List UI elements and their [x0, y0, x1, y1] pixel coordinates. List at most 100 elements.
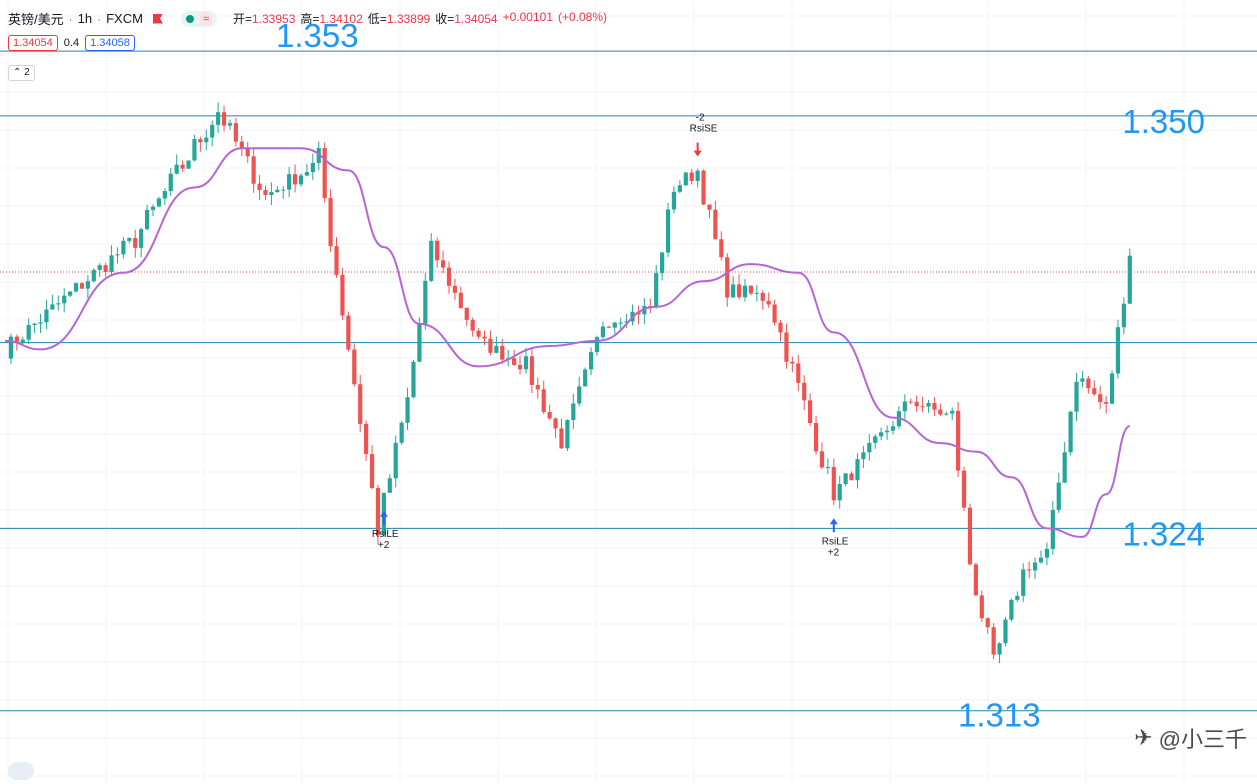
candle [677, 180, 682, 194]
candle-body [304, 172, 310, 176]
candle-body [452, 285, 458, 293]
candle [1032, 557, 1038, 580]
indicator-count: 2 [24, 67, 30, 78]
candle [624, 313, 629, 328]
candle-body [731, 284, 736, 298]
candle [227, 119, 233, 130]
candle-body [671, 191, 677, 210]
candle-body [488, 338, 493, 353]
candle [517, 355, 523, 375]
candle-body [233, 123, 238, 142]
market-open-icon [185, 14, 194, 23]
candle-body [139, 229, 144, 248]
candle [654, 264, 659, 309]
market-status-badges[interactable]: ≈ [180, 10, 217, 27]
indicator-collapse-button[interactable]: ⌃ 2 [8, 65, 35, 81]
candle-body [245, 148, 250, 157]
candle [529, 347, 534, 394]
candle [796, 355, 801, 392]
candle-body [535, 384, 540, 390]
candle [961, 466, 967, 512]
candle [985, 617, 990, 634]
candle [369, 445, 375, 490]
candle-body [1032, 562, 1038, 571]
ask-price-box[interactable]: 1.34058 [85, 35, 135, 51]
candle [618, 317, 623, 331]
candle [766, 292, 771, 308]
candle [281, 186, 286, 199]
low-value: 1.33899 [386, 12, 431, 26]
candle-body [950, 410, 955, 414]
candle [1109, 370, 1115, 405]
candle-body [1056, 482, 1061, 510]
candlestick-series [8, 102, 1132, 664]
candle [399, 421, 404, 445]
arrow-up-icon [379, 510, 388, 525]
high-label: 高= [300, 12, 320, 26]
candle [251, 148, 256, 193]
candle-body [44, 309, 49, 323]
candle-body [766, 300, 771, 305]
candle [423, 272, 428, 330]
candle [68, 291, 73, 298]
candle [908, 398, 913, 405]
candle [298, 173, 304, 187]
candle [725, 253, 730, 307]
symbol-name[interactable]: 英镑/美元 [8, 12, 64, 27]
candle [44, 300, 49, 330]
candle-body [180, 164, 185, 169]
candle [1115, 319, 1121, 379]
candle-body [772, 304, 777, 323]
candle-body [961, 470, 967, 508]
candle-body [375, 487, 381, 535]
candle [162, 188, 167, 206]
candle [760, 290, 765, 310]
horizontal-levels [0, 50, 1257, 712]
candle-body [571, 403, 576, 421]
candle [405, 387, 410, 430]
candle-body [328, 198, 333, 247]
candle [541, 380, 546, 415]
candle-body [358, 384, 363, 424]
candle [577, 376, 582, 407]
candle-body [257, 183, 262, 190]
candle [38, 313, 43, 333]
candle [1104, 396, 1109, 414]
candle [512, 349, 517, 367]
candle [950, 407, 955, 421]
candle [210, 120, 215, 147]
candle-body [991, 627, 996, 655]
signal-long: RsiLE+2 [372, 510, 399, 551]
candle [452, 278, 458, 301]
candle [121, 236, 126, 259]
candle-body [612, 322, 617, 328]
bid-price-box[interactable]: 1.34054 [8, 35, 58, 51]
candle-body [298, 175, 304, 185]
candle [50, 294, 55, 310]
candle-body [393, 442, 398, 479]
candle-body [292, 174, 298, 185]
interval-label[interactable]: 1h [77, 11, 93, 26]
candle-body [565, 420, 570, 449]
arrow-down-icon [693, 142, 702, 157]
candle-body [221, 112, 227, 126]
candle-body [890, 426, 896, 431]
candle-body [79, 283, 85, 289]
candle-body [103, 265, 108, 272]
candle-body [754, 292, 759, 294]
change-percent: (+0.08%) [558, 10, 608, 24]
candle-body [346, 315, 351, 350]
candle-body [689, 172, 694, 181]
flag-icon[interactable] [152, 13, 163, 24]
candle [476, 328, 481, 339]
change-value: +0.00101 [502, 10, 553, 24]
candle [1056, 472, 1061, 513]
candle [648, 298, 653, 314]
candle-body [683, 172, 688, 186]
candle-body [707, 204, 712, 210]
tradingview-logo-icon[interactable] [8, 762, 34, 780]
candle [1003, 616, 1008, 647]
candle [458, 286, 463, 309]
